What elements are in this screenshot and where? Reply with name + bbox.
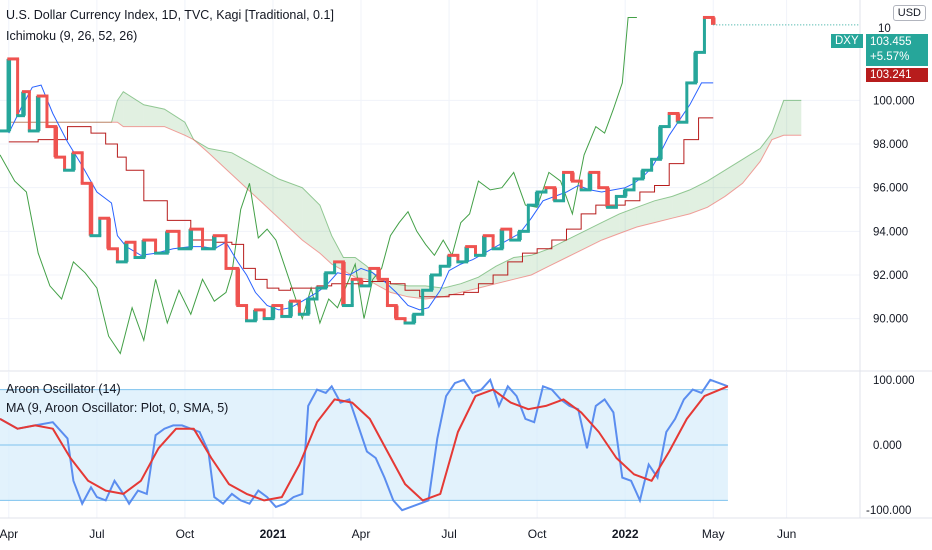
time-tick-label: Oct (528, 527, 547, 541)
cloud-segment (123, 91, 144, 127)
symbol-tag: DXY (831, 34, 863, 48)
price-tick-label: 98.000 (873, 139, 908, 151)
time-tick-label: Apr (0, 527, 18, 541)
aroon-ma-line (0, 385, 729, 502)
cloud-segment (707, 170, 725, 208)
cloud-segment (636, 200, 655, 227)
cloud-segment (460, 277, 479, 293)
time-tick-label: Jul (89, 527, 104, 541)
price-tick-label: 96.000 (873, 183, 908, 195)
aroon-legend[interactable]: Aroon Oscillator (14) (6, 382, 121, 396)
aroon-tick-label: 100.000 (873, 375, 915, 387)
price-tick-label: 92.000 (873, 270, 908, 282)
price-tick-label: 94.000 (873, 226, 908, 238)
cloud-segment (672, 189, 690, 219)
time-tick-label: Apr (352, 527, 371, 541)
aroon-oscillator-line (0, 377, 729, 512)
cloud-segment (783, 100, 802, 136)
chart-title: U.S. Dollar Currency Index, 1D, TVC, Kag… (6, 8, 334, 22)
last-price-tag: 103.455 +5.57% (866, 34, 928, 66)
cloud-segment (478, 266, 497, 289)
cloud-segment (117, 91, 124, 127)
cloud-segment (255, 165, 279, 219)
cloud-segment (278, 178, 303, 241)
time-tick-label: 2021 (260, 527, 287, 541)
price-tick-label: 100.000 (873, 95, 915, 107)
cloud-segment (208, 148, 232, 175)
cloud-segment (566, 231, 585, 258)
cloud-segment (302, 187, 320, 254)
aroon-tick-label: -100.000 (866, 505, 911, 517)
kijun-price-tag: 103.241 (866, 68, 928, 82)
kijun-sen-line (8, 117, 714, 298)
cloud-segment (771, 100, 784, 140)
cloud-segment (513, 255, 532, 280)
time-tick-label: 2022 (612, 527, 639, 541)
cloud-segment (319, 205, 332, 265)
cloud-segment (548, 240, 567, 267)
cloud-segment (654, 196, 673, 223)
currency-unit-badge[interactable]: USD (892, 5, 926, 21)
cloud-segment (619, 207, 637, 234)
cloud-segment (689, 181, 708, 214)
cloud-segment (601, 213, 620, 241)
last-price-value: 103.455 (870, 36, 912, 48)
cloud-segment (724, 159, 743, 197)
time-tick-label: Jul (441, 527, 456, 541)
time-tick-label: Jun (777, 527, 796, 541)
last-price-change: +5.57% (870, 51, 910, 63)
indicator-legend[interactable]: Ichimoku (9, 26, 52, 26) (6, 29, 138, 43)
time-tick-label: May (702, 527, 725, 541)
aroon-tick-label: 0.000 (873, 440, 902, 452)
aroon-ma-legend[interactable]: MA (9, Aroon Oscillator: Plot, 0, SMA, 5… (6, 401, 229, 415)
cloud-upper-line (8, 91, 802, 289)
time-tick-label: Oct (176, 527, 195, 541)
cloud-segment (496, 257, 514, 284)
cloud-segment (760, 133, 772, 162)
cloud-segment (143, 104, 165, 127)
price-tick-label-partial: 10 (878, 23, 891, 35)
cloud-lower-line (8, 121, 802, 300)
price-tick-label: 90.000 (873, 314, 908, 326)
lagging-span-line (0, 17, 637, 355)
